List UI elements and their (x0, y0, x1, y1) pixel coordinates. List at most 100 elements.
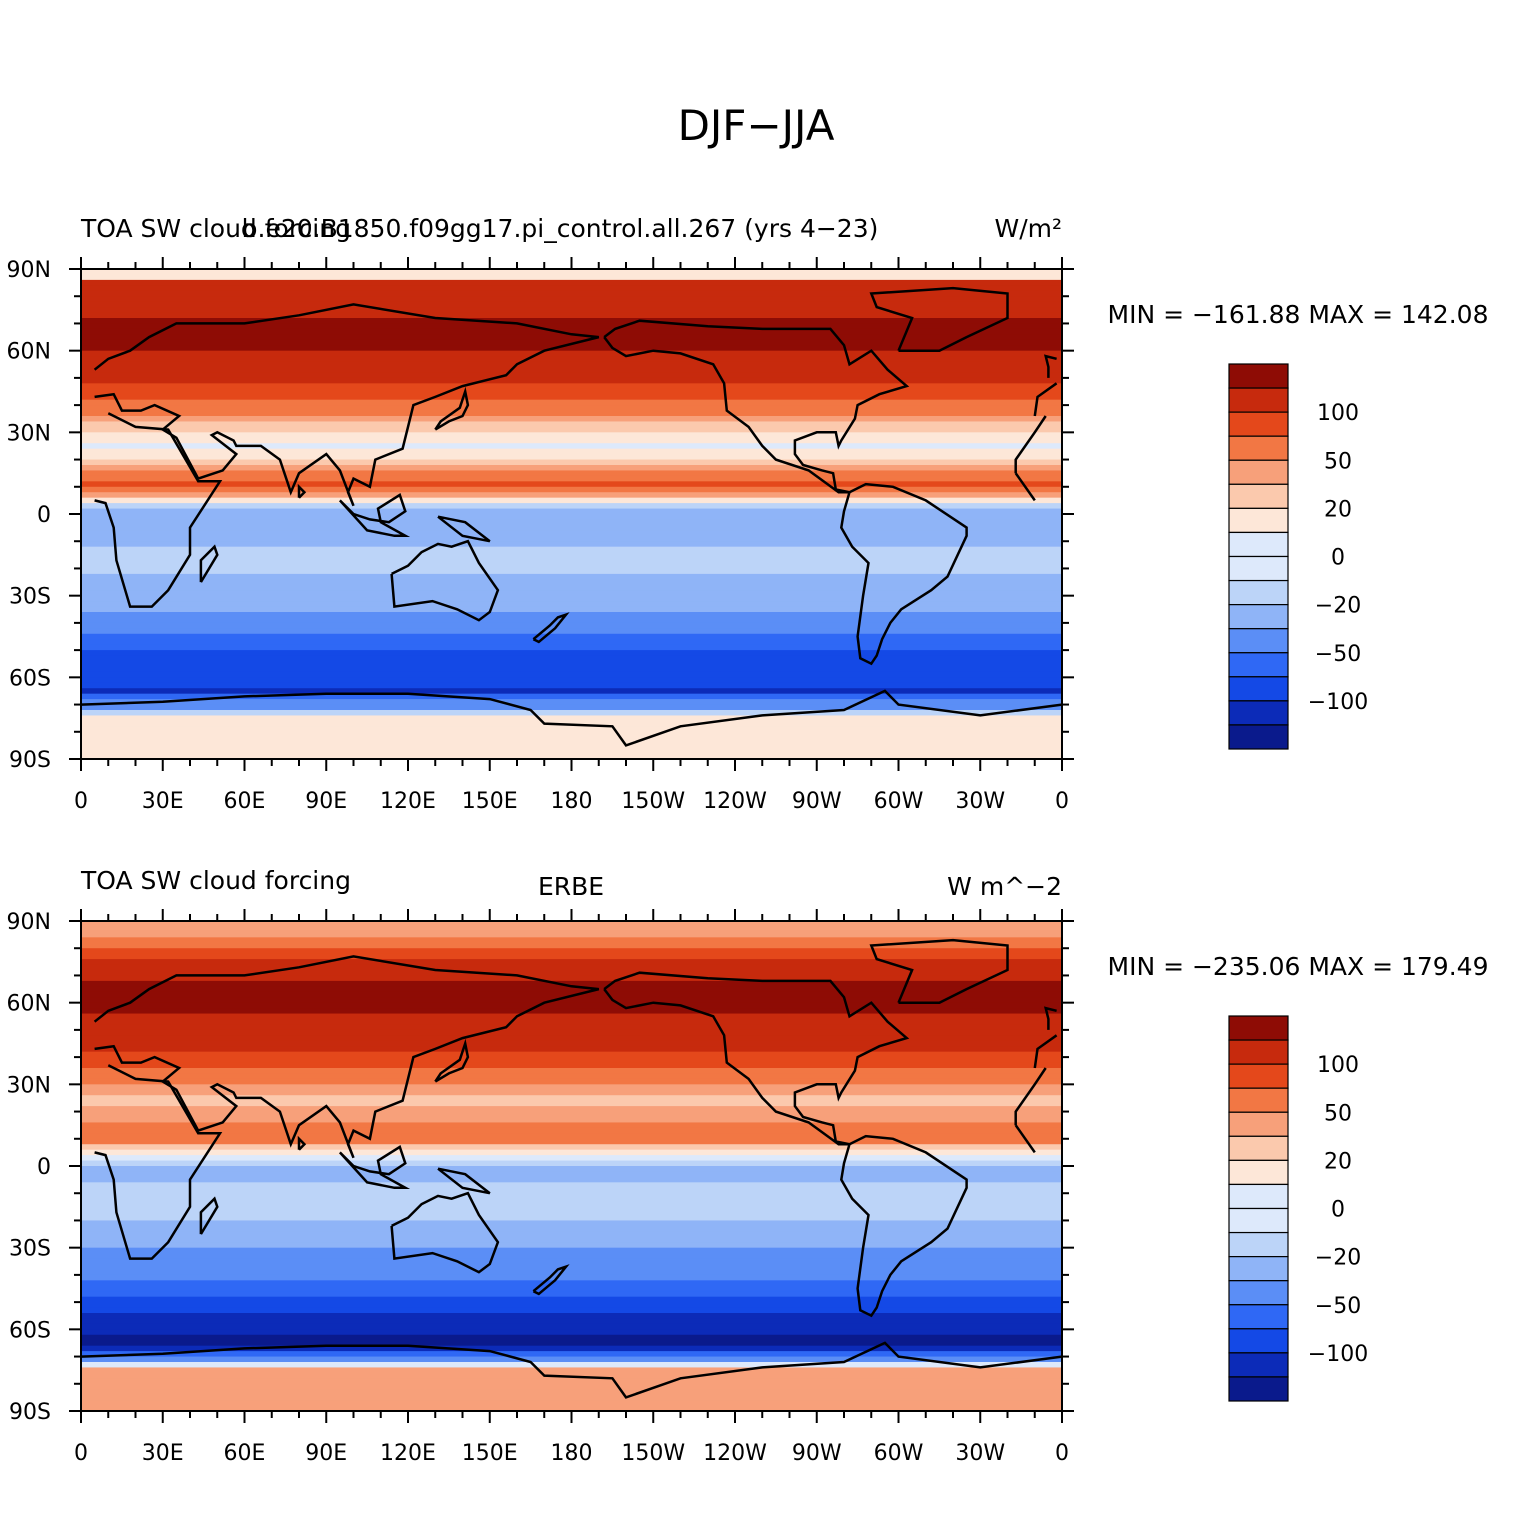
field-band (81, 601, 1062, 608)
field-band (81, 1029, 1062, 1036)
field-band (81, 1362, 1062, 1369)
field-band (81, 399, 1062, 406)
field-band (81, 269, 1062, 276)
field-band (81, 710, 1062, 717)
figure-title: DJF−JJA (678, 101, 835, 150)
coastline (532, 1264, 570, 1296)
field-band (81, 486, 1062, 493)
x-tick-label: 120E (380, 789, 436, 814)
field-band (81, 361, 1062, 368)
field-band (81, 937, 1062, 944)
colorbar-box (1228, 1111, 1289, 1137)
field-band (81, 1302, 1062, 1309)
colorbar-label: −50 (1315, 1294, 1361, 1319)
field-band (81, 682, 1062, 689)
field-band (81, 921, 1062, 928)
x-tick-label: 90E (305, 1441, 347, 1466)
field-band (81, 975, 1062, 982)
coastline (839, 1134, 968, 1318)
field-band (81, 421, 1062, 428)
colorbar-label: 0 (1331, 1198, 1345, 1223)
colorbar-label: −100 (1308, 690, 1368, 715)
colorbar-box (1228, 387, 1289, 413)
field-band (81, 328, 1062, 335)
field-band (81, 1182, 1062, 1189)
field-band (81, 1040, 1062, 1047)
x-tick-label: 0 (74, 789, 88, 814)
field-band (81, 699, 1062, 706)
coastline (94, 1064, 223, 1260)
coastline (338, 492, 411, 538)
coastline (1014, 415, 1047, 474)
field-band (81, 514, 1062, 521)
coastline (1043, 1006, 1057, 1030)
colorbar-label: 100 (1317, 401, 1359, 426)
coastline (94, 412, 223, 608)
y-tick-label: 30N (7, 1073, 51, 1098)
y-tick-label: 60S (9, 1318, 51, 1343)
field-band (81, 497, 1062, 504)
colorbar-box (1228, 363, 1289, 389)
field-band (81, 552, 1062, 559)
field-band (81, 1122, 1062, 1129)
field-band (81, 372, 1062, 379)
x-tick-label: 90E (305, 789, 347, 814)
field-band (81, 1394, 1062, 1401)
x-tick-label: 0 (1055, 1441, 1069, 1466)
field-band (81, 644, 1062, 651)
field-band (81, 443, 1062, 450)
x-tick-label: 30W (955, 1441, 1005, 1466)
colorbar-box (1228, 1183, 1289, 1210)
coastline (93, 303, 600, 507)
coastline (603, 319, 910, 494)
field-band (81, 942, 1062, 949)
coastline (1033, 1034, 1058, 1069)
y-axis-labels: 90N 60N 30N 0 30S 60S 90S (7, 910, 51, 1425)
field-band (81, 742, 1062, 749)
field-band (81, 1318, 1062, 1325)
field-band (81, 948, 1062, 955)
field-band (81, 661, 1062, 668)
x-tick-label: 150E (462, 789, 518, 814)
field-band (81, 1296, 1062, 1303)
colorbar-box (1228, 483, 1289, 509)
axis-ticks (69, 909, 1074, 1423)
colorbar-box (1228, 724, 1289, 750)
field-band (81, 448, 1062, 455)
colorbar-label: −20 (1315, 594, 1361, 619)
field-band (81, 1160, 1062, 1167)
x-tick-label: 120W (703, 1441, 767, 1466)
field-band (81, 650, 1062, 657)
panel-title-right: W m^−2 (947, 872, 1062, 901)
panel-observations: TOA SW cloud forcing ERBE W m^−2 90N 60N 3… (7, 866, 1489, 1466)
field-band (81, 671, 1062, 678)
y-tick-label: 90S (9, 1400, 51, 1425)
field-band (81, 1285, 1062, 1292)
field-band (81, 1378, 1062, 1385)
field-band (81, 606, 1062, 613)
y-tick-label: 60S (9, 666, 51, 691)
field-band (81, 1291, 1062, 1298)
field-band (81, 1356, 1062, 1363)
field-band (81, 432, 1062, 439)
field-band (81, 1095, 1062, 1102)
colorbar-box (1228, 1159, 1289, 1186)
field-band (81, 926, 1062, 933)
x-tick-label: 120E (380, 1441, 436, 1466)
x-axis-labels: 0 30E 60E 90E 120E 150E 180 150W 120W 90W 60W 30W 0 (74, 789, 1069, 814)
colorbar-label: 20 (1324, 497, 1352, 522)
colorbar-label: 50 (1324, 1101, 1352, 1126)
field-band (81, 312, 1062, 319)
field-band (81, 1351, 1062, 1358)
field-band (81, 1149, 1062, 1156)
field-band (81, 1117, 1062, 1124)
coastline (434, 386, 470, 431)
field-band (81, 1264, 1062, 1271)
field-band (81, 612, 1062, 619)
field-band (81, 1258, 1062, 1265)
coastlines (81, 938, 1062, 1399)
y-tick-label: 90S (9, 748, 51, 773)
field-band (81, 980, 1062, 987)
field-band (81, 1035, 1062, 1042)
